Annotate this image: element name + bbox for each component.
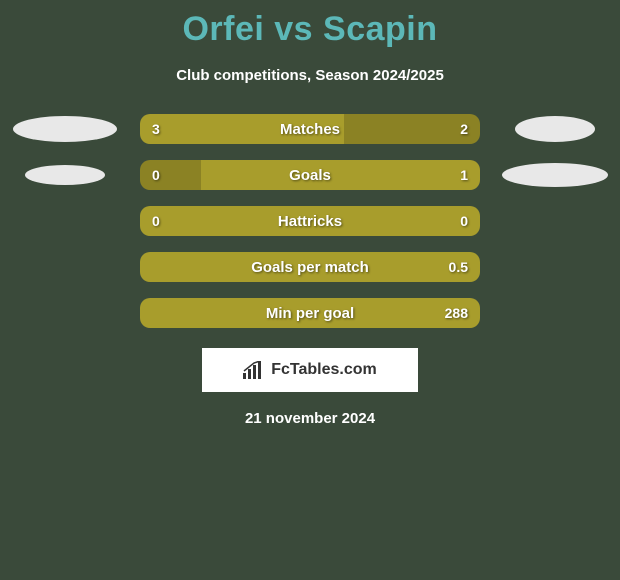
stat-row: Min per goal288: [0, 298, 620, 328]
stat-row: 0Goals1: [0, 160, 620, 190]
bar-segment-left: [140, 206, 480, 236]
stat-bar: 3Matches2: [140, 114, 480, 144]
bar-segment-left: [140, 252, 480, 282]
player2-name: Scapin: [323, 10, 437, 48]
stat-bar: 0Goals1: [140, 160, 480, 190]
chart-icon: [243, 361, 265, 379]
stat-bar: Goals per match0.5: [140, 252, 480, 282]
stat-row: 0Hattricks0: [0, 206, 620, 236]
bar-segment-left: [140, 298, 480, 328]
source-badge: FcTables.com: [202, 348, 418, 392]
stats-container: 3Matches2 0Goals1 0Hattricks0 Goals per mat…: [0, 114, 620, 328]
player2-ellipse: [515, 116, 595, 142]
bar-segment-right: [344, 114, 480, 144]
subtitle: Club competitions, Season 2024/2025: [0, 67, 620, 84]
bar-segment-right: [201, 160, 480, 190]
date-text: 21 november 2024: [0, 410, 620, 427]
badge-text: FcTables.com: [271, 361, 377, 379]
player1-ellipse: [13, 116, 117, 142]
stat-row: Goals per match0.5: [0, 252, 620, 282]
bar-segment-left: [140, 114, 344, 144]
player1-name: Orfei: [182, 10, 264, 48]
player2-ellipse: [502, 163, 608, 187]
stat-bar: Min per goal288: [140, 298, 480, 328]
comparison-title: Orfei vs Scapin: [0, 0, 620, 49]
vs-text: vs: [274, 10, 313, 48]
stat-row: 3Matches2: [0, 114, 620, 144]
player1-ellipse: [25, 165, 105, 185]
bar-segment-left: [140, 160, 201, 190]
stat-bar: 0Hattricks0: [140, 206, 480, 236]
